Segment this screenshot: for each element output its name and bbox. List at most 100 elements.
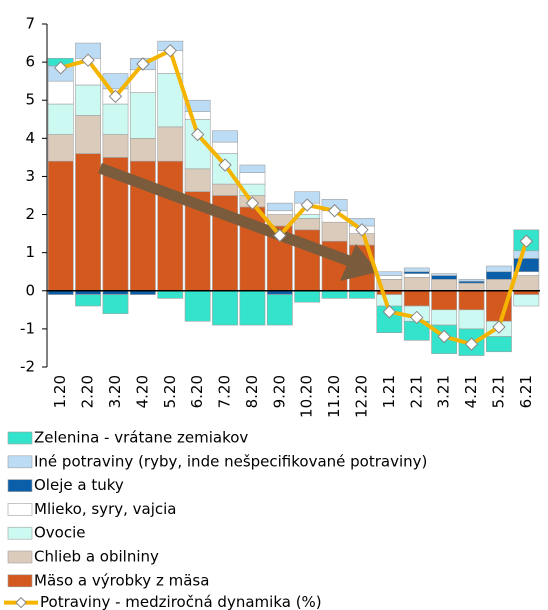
bar-segment [513, 250, 540, 259]
x-tick-label: 9.20 [270, 375, 288, 408]
line-marker [464, 337, 479, 351]
bar-segment [294, 218, 321, 231]
bar-segment [458, 290, 485, 311]
legend-label: Mlieko, syry, vajcia [34, 500, 177, 518]
legend-swatch [7, 431, 33, 445]
legend-label: Mäso a výrobky z mäsa [34, 571, 209, 589]
x-tick-label: 4.20 [133, 375, 151, 408]
legend-swatch [7, 550, 33, 564]
legend-swatch [7, 479, 33, 492]
bar-segment [513, 275, 540, 292]
legend-label: Iné potraviny (ryby, inde nešpecifikovan… [34, 452, 427, 470]
y-tick-label: -1 [20, 319, 35, 337]
bar-segment [321, 290, 348, 299]
bar-segment [458, 309, 485, 330]
line-marker [437, 329, 451, 344]
line-marker [355, 223, 369, 237]
line-marker [300, 198, 314, 212]
bar-segment [486, 279, 512, 292]
x-tick-label: 4.21 [462, 375, 480, 408]
bar-segment [47, 103, 74, 135]
bar-segment [458, 279, 485, 282]
bar-segment [321, 221, 348, 242]
bar-segment [266, 210, 293, 215]
bar-segment [75, 294, 101, 307]
bar-segment [376, 271, 403, 276]
y-tick-label: 6 [25, 53, 35, 71]
bar-segment [239, 290, 266, 326]
x-tick-label: 8.20 [243, 375, 261, 408]
x-tick-label: 3.21 [435, 375, 453, 408]
bar-segment [212, 130, 238, 143]
bar-segment [75, 153, 101, 292]
line-marker [163, 43, 177, 58]
bar-segment [431, 290, 458, 311]
line-marker [382, 305, 397, 319]
legend-label: Oleje a tuky [34, 476, 124, 494]
x-tick-label: 6.20 [188, 375, 206, 408]
line-marker [245, 196, 260, 210]
y-tick-label: 3 [25, 167, 35, 185]
bar-segment [403, 267, 430, 273]
bar-segment [376, 275, 403, 280]
x-tick-label: 1.20 [51, 375, 69, 408]
y-tick-label: 7 [25, 15, 35, 33]
x-tick-label: 5.21 [489, 375, 507, 408]
bar-segment [102, 103, 129, 135]
legend-label: Zelenina - vrátane zemiakov [34, 429, 248, 447]
x-tick-label: 12.20 [352, 375, 370, 418]
bar-segment [376, 294, 403, 307]
y-tick-label: 4 [25, 129, 35, 147]
x-tick-label: 7.20 [216, 375, 234, 408]
x-tick-label: 5.20 [161, 375, 179, 408]
line-marker [53, 61, 68, 75]
legend-swatch [7, 503, 33, 516]
bar-segment [431, 309, 458, 326]
bar-segment [403, 277, 430, 292]
x-tick-label: 1.21 [380, 375, 398, 408]
bar-segment [75, 84, 101, 116]
bar-segment [403, 273, 430, 278]
y-tick-label: 2 [25, 205, 35, 223]
bar-segment [294, 290, 321, 303]
x-tick-label: 3.20 [106, 375, 124, 408]
bar-segment [157, 160, 184, 292]
x-tick-label: 2.20 [79, 375, 97, 408]
bar-segment [102, 134, 129, 158]
legend-label: Potraviny - medziročná dynamika (%) [40, 593, 322, 610]
bar-segment [431, 273, 458, 276]
bar-segment [157, 126, 184, 162]
bar-segment [239, 172, 266, 185]
legend-swatch [7, 526, 33, 540]
line-marker [136, 57, 150, 71]
bar-segment [47, 134, 74, 162]
bar-segment [266, 202, 293, 212]
arrow-shaft [98, 162, 354, 268]
x-tick-label: 2.21 [407, 375, 425, 408]
y-tick-label: 1 [25, 243, 35, 261]
line-marker [492, 320, 506, 334]
bar-segment [212, 290, 238, 326]
arrow-head [340, 244, 378, 281]
bar-segment [75, 115, 101, 154]
legend-marker [15, 596, 27, 609]
bar-segment [184, 290, 211, 322]
bar-segment [266, 294, 293, 326]
bar-segment [458, 282, 485, 292]
bar-segment [212, 183, 238, 196]
bar-segment [431, 275, 458, 280]
bar-segment [47, 80, 74, 105]
bar-segment [129, 92, 156, 139]
bar-segment [47, 160, 74, 292]
bar-segment [513, 294, 540, 307]
bar-segment [239, 164, 266, 173]
line-marker [218, 158, 232, 172]
line-marker [108, 89, 123, 104]
bar-segment [184, 168, 211, 192]
legend-label: Chlieb a obilniny [34, 548, 159, 566]
legend-swatch [7, 574, 33, 588]
bar-segment [212, 141, 238, 154]
x-tick-label: 11.20 [325, 375, 343, 418]
line-marker [190, 127, 205, 142]
